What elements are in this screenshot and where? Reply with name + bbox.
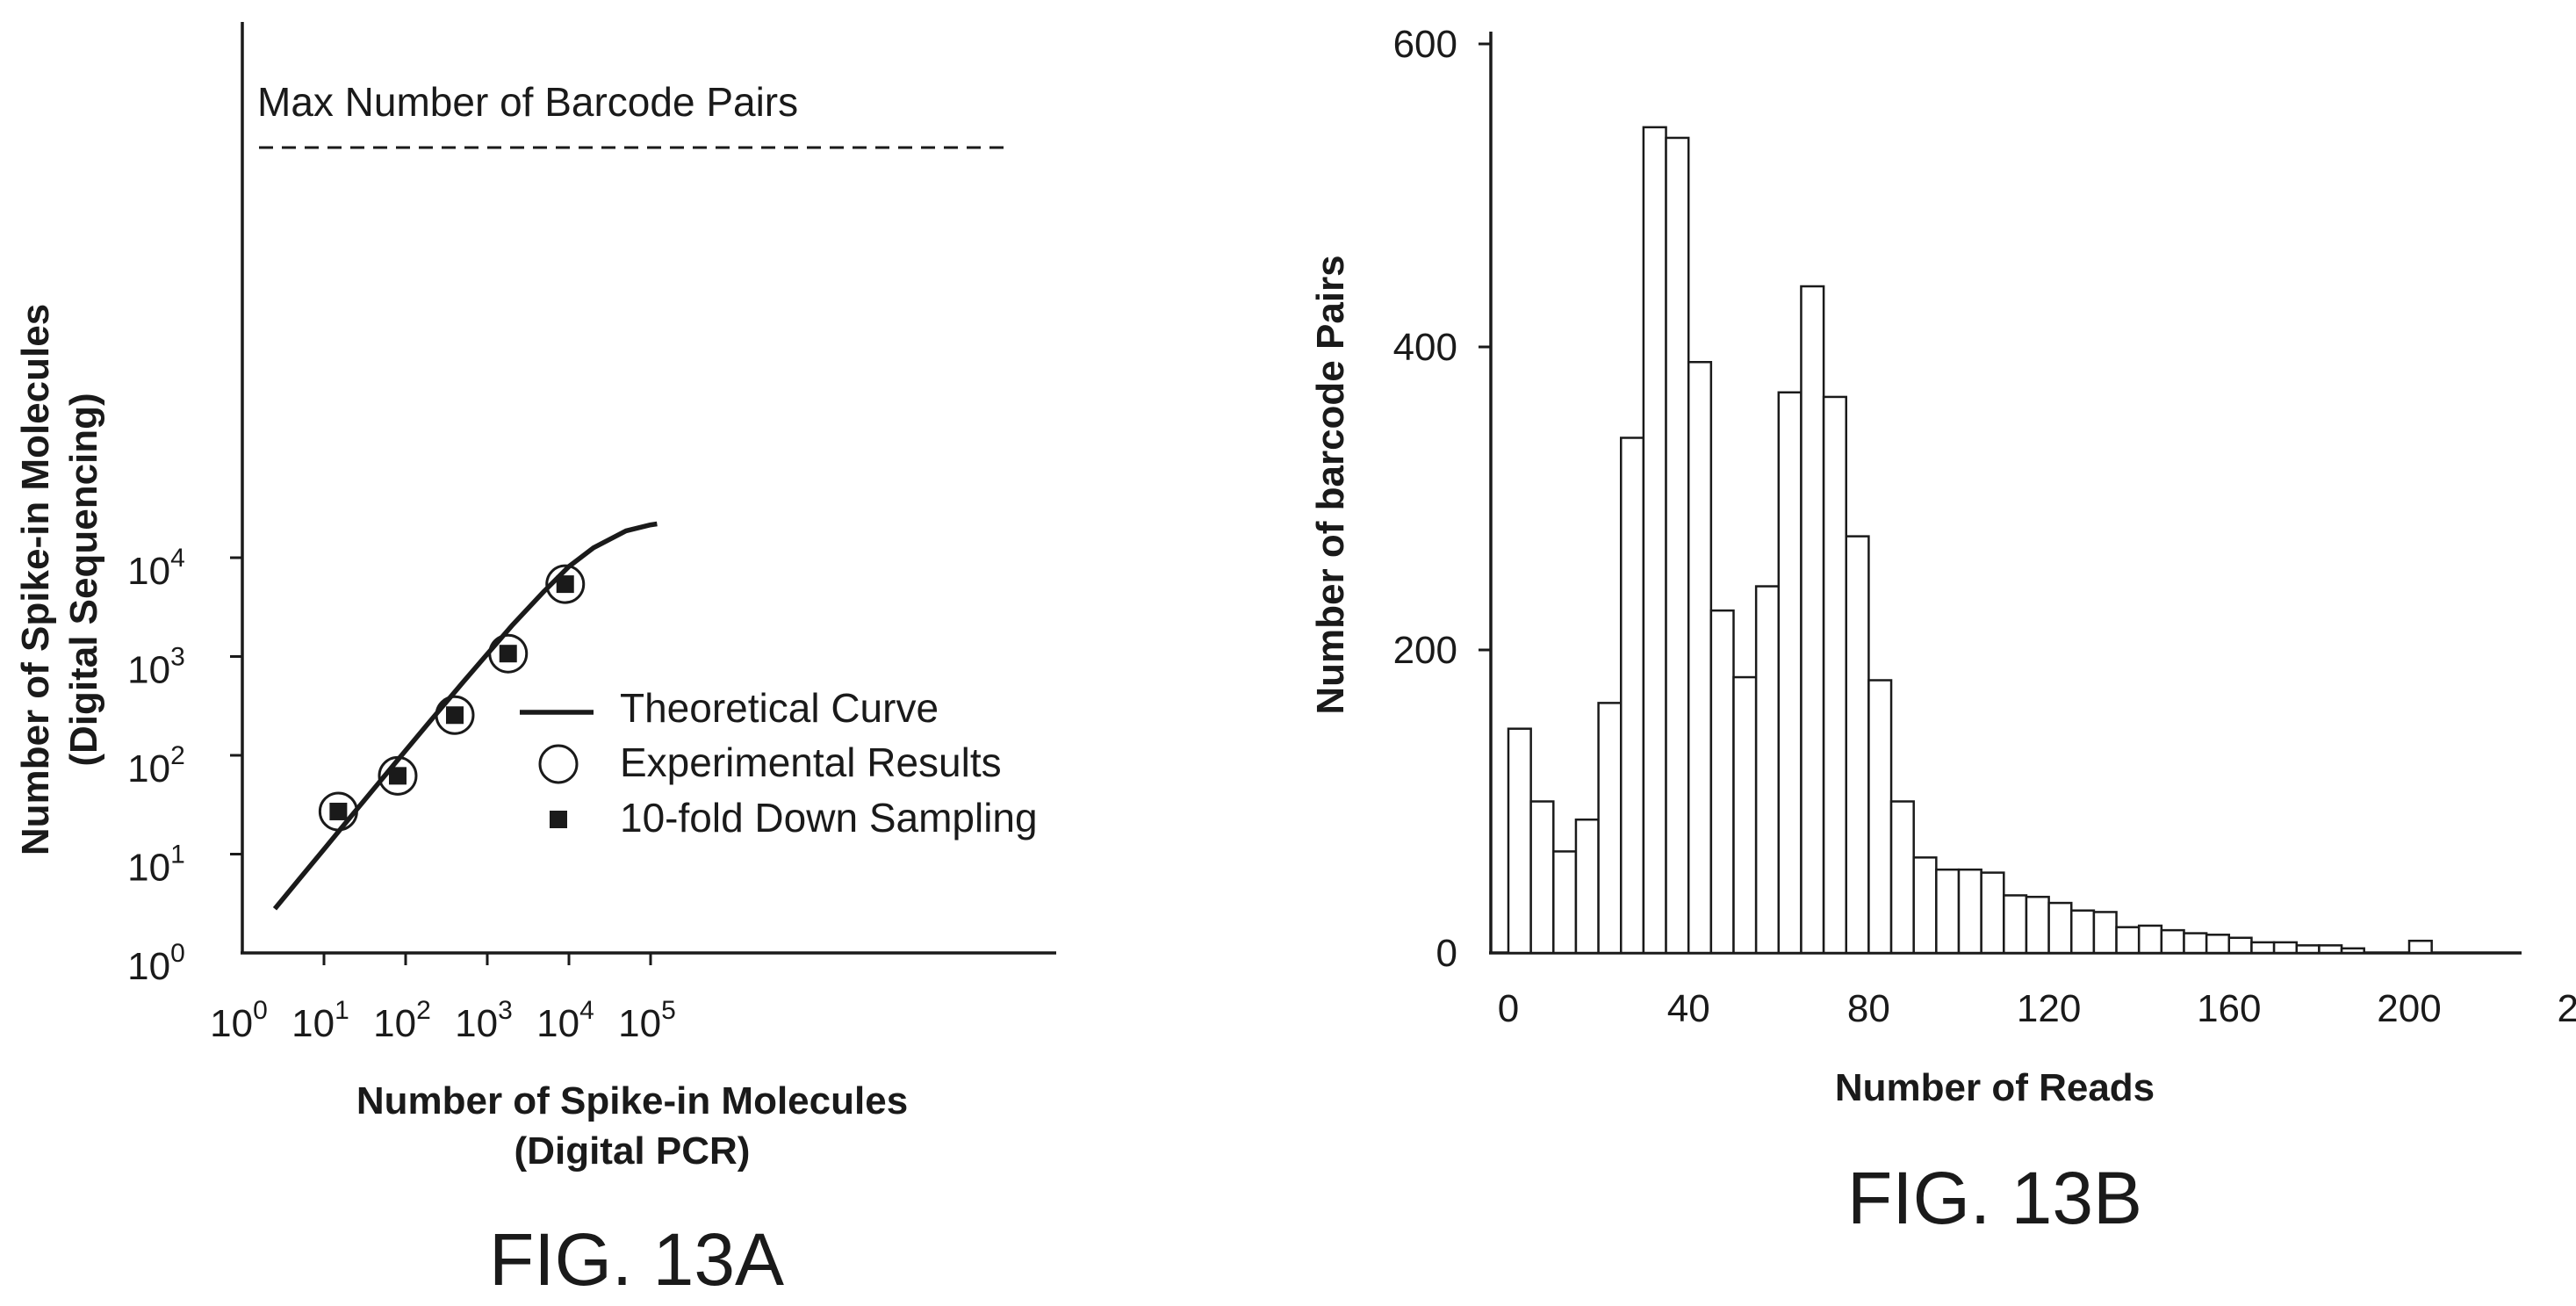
experimental-point (318, 791, 358, 832)
histogram-bar (1529, 800, 1555, 955)
histogram-bar (2047, 901, 2073, 955)
legend-label-downsampling: 10-fold Down Sampling (620, 795, 1038, 841)
histogram-bar (2137, 924, 2163, 955)
y-ticks-a: 100 101 102 103 104 (127, 544, 242, 988)
histogram-bar (1552, 850, 1578, 955)
experimental-point (488, 633, 529, 674)
histogram-bar (1732, 675, 1758, 955)
legend-a: Theoretical Curve Experimental Results 1… (520, 685, 1038, 841)
histogram-bar (2250, 941, 2276, 955)
y-tick-label-b: 0 (1436, 932, 1457, 975)
histogram-bar (1777, 391, 1802, 955)
x-ticks-a: 100 101 102 103 104 105 (210, 953, 676, 1045)
downsampling-point (329, 802, 348, 820)
histogram-bars (1507, 126, 2433, 955)
data-points-a (318, 564, 586, 832)
histogram-bar (2318, 944, 2343, 955)
legend-circle-swatch (538, 744, 579, 784)
y-tick-label-a: 100 (127, 939, 185, 988)
x-ticks-b: 0 40 80 120 160 200 240 (1498, 987, 2576, 1030)
histogram-bar (2295, 944, 2321, 955)
x-tick-label-b: 40 (1667, 987, 1710, 1030)
histogram-bar (1980, 871, 2005, 955)
x-tick-label-b: 80 (1847, 987, 1890, 1030)
histogram-bar (1687, 361, 1713, 955)
downsampling-point (388, 767, 407, 785)
x-tick-label-a: 105 (618, 996, 676, 1045)
histogram-bar (2227, 936, 2253, 955)
histogram-bar (2160, 928, 2185, 955)
histogram-bar (1800, 285, 1825, 955)
histogram-bar (1822, 395, 1848, 955)
histogram-bar (1642, 126, 1667, 955)
x-axis-title-a-line2: (Digital PCR) (514, 1129, 751, 1173)
histogram-bar (1574, 818, 1600, 955)
y-tick-label-a: 104 (127, 544, 185, 593)
x-tick-label-a: 102 (373, 996, 431, 1045)
histogram-bar (1597, 702, 1623, 955)
caption-13a: FIG. 13A (489, 1218, 784, 1301)
y-tick-label-b: 200 (1393, 629, 1457, 672)
caption-13b: FIG. 13B (1847, 1157, 2142, 1239)
x-tick-label-a: 100 (210, 996, 268, 1045)
y-tick-label-a: 101 (127, 841, 185, 890)
x-tick-label-b: 160 (2197, 987, 2261, 1030)
y-tick-label-a: 102 (127, 741, 185, 790)
histogram-bar (1709, 609, 1735, 955)
x-tick-label-a: 104 (536, 996, 594, 1045)
y-tick-label-b: 400 (1393, 326, 1457, 369)
x-tick-label-b: 0 (1498, 987, 1519, 1030)
y-tick-label-a: 103 (127, 643, 185, 692)
x-axis-title-a-line1: Number of Spike-in Molecules (356, 1079, 908, 1122)
legend-label-experimental: Experimental Results (620, 740, 1002, 785)
downsampling-point (556, 575, 574, 594)
histogram-bar (1889, 800, 1915, 955)
chart-13b: 0 40 80 120 160 200 240 0 200 400 600 Number of R… (1309, 23, 2576, 1239)
histogram-bar (1912, 856, 1938, 955)
y-axis-title-b: Number of barcode Pairs (1309, 255, 1352, 714)
histogram-bar (1665, 136, 1690, 955)
x-tick-label-a: 103 (455, 996, 513, 1045)
x-tick-label-b: 120 (2017, 987, 2081, 1030)
histogram-bar (1754, 585, 1781, 955)
histogram-bar (2025, 895, 2050, 955)
y-tick-label-b: 600 (1393, 23, 1457, 66)
histogram-bar (1845, 535, 1870, 955)
downsampling-point (445, 706, 464, 725)
downsampling-point (499, 645, 517, 663)
theoretical-curve (272, 521, 658, 911)
chart-13a: Max Number of Barcode Pairs 100 101 102 103… (14, 22, 1056, 1301)
histogram-bar (2407, 939, 2433, 955)
max-barcode-label: Max Number of Barcode Pairs (257, 79, 798, 125)
experimental-point (378, 755, 418, 796)
x-tick-label-a: 101 (291, 996, 349, 1045)
x-axis-title-b: Number of Reads (1835, 1066, 2155, 1109)
histogram-bar (2115, 926, 2141, 955)
histogram-bar (2272, 941, 2299, 955)
y-ticks-b: 0 200 400 600 (1393, 23, 1491, 975)
histogram-bar (2183, 932, 2208, 955)
experimental-point (435, 695, 475, 735)
experimental-point (545, 564, 586, 604)
histogram-bar (2003, 894, 2028, 955)
histogram-bar (1957, 868, 1982, 955)
legend-label-theoretical: Theoretical Curve (620, 685, 939, 731)
x-tick-label-b: 240 (2557, 987, 2576, 1030)
x-tick-label-b: 200 (2377, 987, 2441, 1030)
histogram-bar (1620, 437, 1645, 955)
histogram-bar (2070, 909, 2096, 955)
y-axis-title-a-line2: (Digital Sequencing) (62, 393, 105, 766)
histogram-bar (2340, 947, 2365, 955)
histogram-bar (1867, 679, 1893, 955)
legend-square-swatch (550, 811, 567, 828)
y-axis-title-a-line1: Number of Spike-in Molecules (14, 304, 57, 855)
histogram-bar (2092, 911, 2118, 955)
histogram-bar (2205, 934, 2231, 955)
histogram-bar (1507, 727, 1532, 955)
histogram-bar (1935, 868, 1961, 955)
